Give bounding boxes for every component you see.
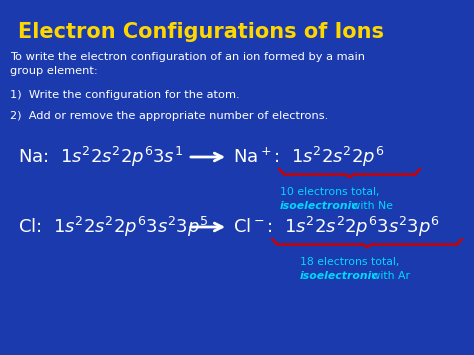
Text: 18 electrons total,: 18 electrons total,	[300, 257, 400, 267]
Text: Electron Configurations of Ions: Electron Configurations of Ions	[18, 22, 384, 42]
Text: 2)  Add or remove the appropriate number of electrons.: 2) Add or remove the appropriate number …	[10, 111, 328, 121]
Text: To write the electron configuration of an ion formed by a main
group element:: To write the electron configuration of a…	[10, 52, 365, 76]
Text: with Ar: with Ar	[368, 271, 410, 281]
Text: Na$^+$:  $1s^22s^22p^6$: Na$^+$: $1s^22s^22p^6$	[233, 145, 384, 169]
Text: 1)  Write the configuration for the atom.: 1) Write the configuration for the atom.	[10, 90, 240, 100]
Text: isoelectronic: isoelectronic	[280, 201, 359, 211]
Text: with Ne: with Ne	[348, 201, 393, 211]
Text: isoelectronic: isoelectronic	[300, 271, 379, 281]
Text: 10 electrons total,: 10 electrons total,	[280, 187, 380, 197]
Text: Cl$^-$:  $1s^22s^22p^63s^23p^6$: Cl$^-$: $1s^22s^22p^63s^23p^6$	[233, 215, 440, 239]
Text: Cl:  $1s^22s^22p^63s^23p^5$: Cl: $1s^22s^22p^63s^23p^5$	[18, 215, 209, 239]
Text: Na:  $1s^22s^22p^63s^1$: Na: $1s^22s^22p^63s^1$	[18, 145, 183, 169]
